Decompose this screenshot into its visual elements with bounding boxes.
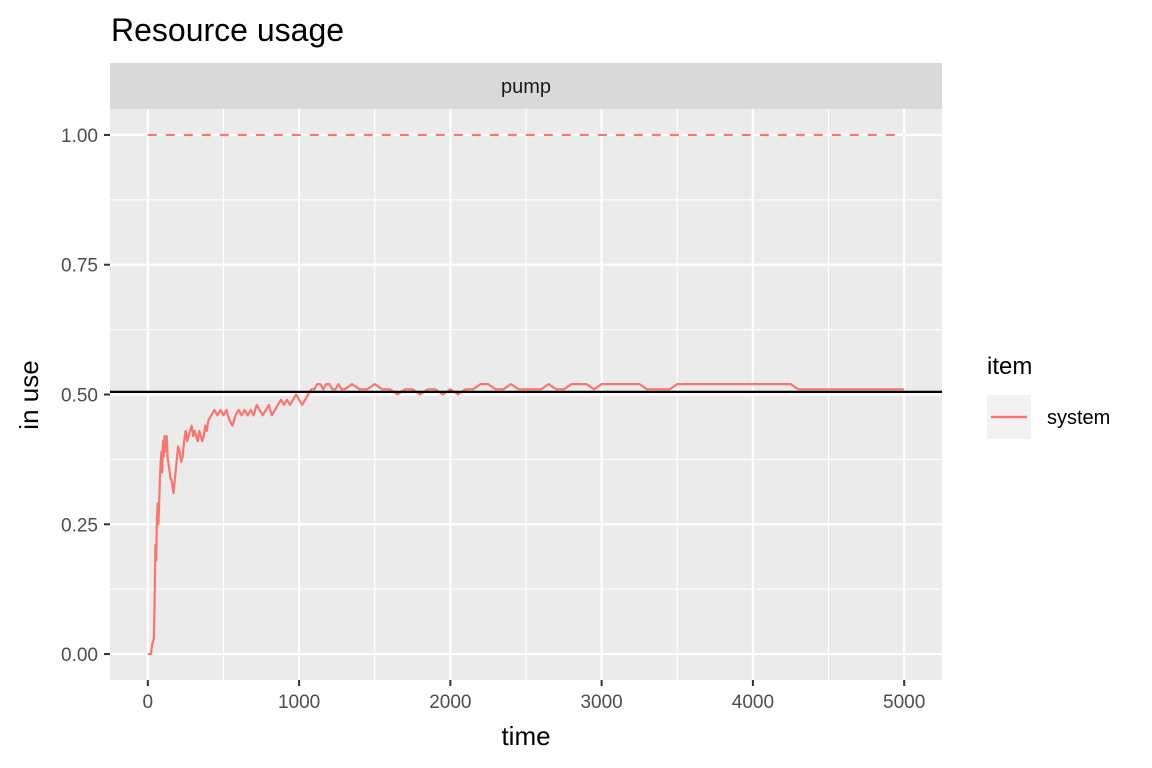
major-grid (110, 109, 942, 680)
legend-title: item (987, 353, 1032, 380)
chart-title: Resource usage (111, 12, 344, 48)
chart-marks (110, 133, 942, 656)
minor-grid (110, 109, 942, 680)
series-line-system (147, 383, 905, 656)
x-tick-label: 2000 (429, 692, 471, 713)
x-axis-title: time (501, 721, 550, 751)
x-tick-label: 0 (143, 692, 154, 713)
y-tick-label: 0.50 (61, 386, 98, 407)
y-axis: 0.00 0.25 0.50 0.75 1.00 (61, 126, 110, 666)
x-tick-label: 1000 (278, 692, 320, 713)
y-tick-label: 1.00 (61, 126, 98, 147)
y-tick-label: 0.75 (61, 256, 98, 277)
legend: item system (987, 353, 1110, 439)
x-tick-label: 3000 (580, 692, 622, 713)
y-tick-label: 0.25 (61, 515, 98, 536)
y-axis-title: in use (14, 360, 44, 429)
facet-strip (110, 63, 942, 109)
facet-label: pump (501, 76, 551, 98)
x-axis: 0 1000 2000 3000 4000 5000 (143, 680, 925, 713)
legend-label-system: system (1047, 407, 1110, 429)
x-tick-label: 5000 (883, 692, 925, 713)
x-tick-label: 4000 (732, 692, 774, 713)
y-tick-label: 0.00 (61, 645, 98, 666)
